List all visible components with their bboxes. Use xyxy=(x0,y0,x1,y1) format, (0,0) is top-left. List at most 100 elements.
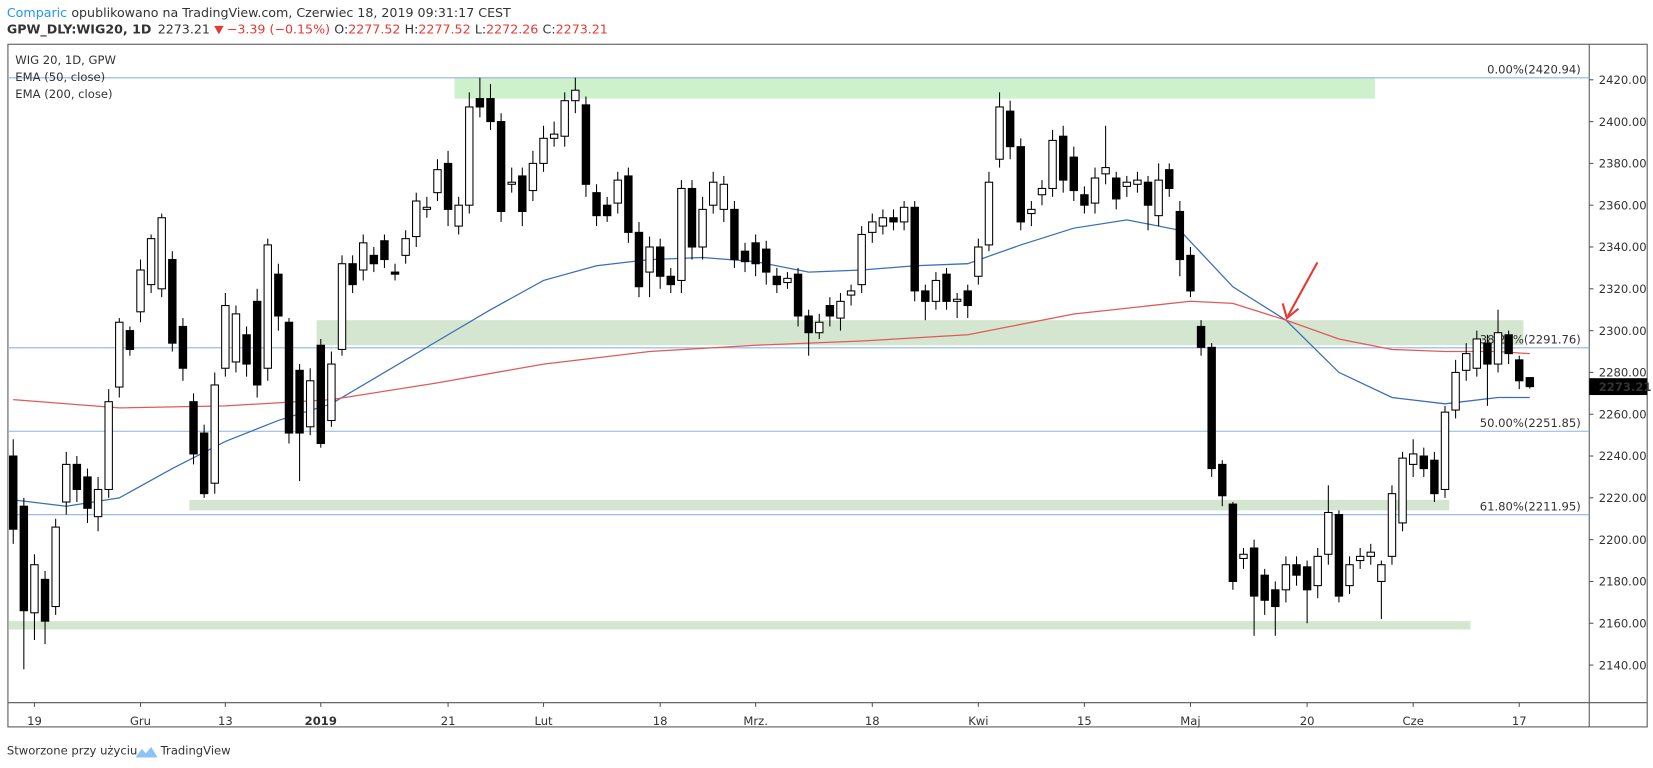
candle-body xyxy=(592,192,601,217)
x-tick-label: 13 xyxy=(218,714,233,728)
candle-body xyxy=(1133,179,1142,185)
fib-label: 61.80%(2211.95) xyxy=(1480,499,1581,513)
candle-body xyxy=(1112,177,1121,200)
candle-body xyxy=(252,300,262,386)
candle-body xyxy=(878,217,888,227)
candle-body xyxy=(168,259,177,344)
candle-body xyxy=(846,290,856,296)
candle-body xyxy=(740,250,750,263)
annotation-arrow xyxy=(1281,261,1319,320)
candle-body xyxy=(1504,334,1513,355)
candle-body xyxy=(1419,455,1428,470)
candle-body xyxy=(857,233,866,286)
candle-body xyxy=(921,290,930,302)
candle-body xyxy=(1069,156,1079,192)
candle-body xyxy=(963,290,972,307)
x-tick-label: 20 xyxy=(1300,714,1315,728)
x-tick-label: 21 xyxy=(441,714,456,728)
candle-body xyxy=(1005,110,1015,148)
candle-body xyxy=(93,488,103,518)
candle-body xyxy=(83,476,92,509)
x-tick-label: 19 xyxy=(27,714,42,728)
candle-body xyxy=(146,238,156,286)
candle-body xyxy=(730,208,739,261)
candle-body xyxy=(305,380,315,428)
candle-body xyxy=(698,208,707,248)
candle-body xyxy=(942,273,951,302)
published: opublikowano na TradingView.com, Czerwie… xyxy=(71,5,511,20)
logo xyxy=(135,746,158,758)
candle-body xyxy=(1218,463,1227,497)
candle-body xyxy=(327,363,336,422)
last-price-box xyxy=(1589,378,1648,396)
candle-body xyxy=(30,564,39,614)
candle-body xyxy=(1515,359,1524,382)
y-tick-label: 2220.00 xyxy=(1599,491,1647,505)
candle-body xyxy=(751,242,760,265)
candle-body xyxy=(1175,210,1185,261)
last-price-label: 2273.21 xyxy=(1599,380,1652,394)
ohlc-value: 2277.52 xyxy=(418,22,470,37)
x-tick-label: Gru xyxy=(130,714,151,728)
plot: 2140.00 2160.00 2180.00 2200.00 2220.00 2240.… xyxy=(7,63,1652,728)
y-tick-label: 2320.00 xyxy=(1599,282,1647,296)
candle-body xyxy=(677,187,686,281)
candle-body xyxy=(571,89,580,102)
ema-line xyxy=(13,219,1530,507)
candle-body xyxy=(1048,139,1057,190)
arrow-shaft xyxy=(1287,261,1319,317)
candle-body xyxy=(793,273,803,317)
candle-body xyxy=(1324,511,1333,555)
ohlc-value: 2273.21 xyxy=(556,22,608,37)
candle-body xyxy=(762,248,771,273)
candle-body xyxy=(178,325,188,369)
candle-body xyxy=(1472,338,1482,369)
x-tick-label: Maj xyxy=(1180,714,1200,728)
candle-body xyxy=(1101,167,1110,175)
candle-body xyxy=(454,204,463,227)
candle-body xyxy=(910,206,919,292)
candle-body xyxy=(72,463,82,491)
candle-body xyxy=(836,300,845,319)
zone xyxy=(454,77,1375,99)
fib-label: 0.00%(2420.94) xyxy=(1487,63,1581,77)
candle-body xyxy=(1493,332,1503,365)
ohlc-label: L: xyxy=(475,22,486,37)
candle-body xyxy=(708,181,718,206)
zone xyxy=(189,499,1450,511)
candle-body xyxy=(666,275,675,286)
y-tick-label: 2200.00 xyxy=(1599,533,1647,547)
candle-body xyxy=(51,526,60,608)
candle-body xyxy=(825,305,835,317)
candle-body xyxy=(1239,553,1248,559)
candle-body xyxy=(199,432,209,495)
candle-body xyxy=(1355,555,1365,562)
candle-body xyxy=(719,183,729,210)
candle-body xyxy=(1483,342,1492,365)
ohlc-value: 2272.26 xyxy=(486,22,538,37)
candle-body xyxy=(868,221,877,233)
candle-body xyxy=(1260,574,1269,601)
x-tick-label: Mrz. xyxy=(743,714,768,728)
y-tick-label: 2280.00 xyxy=(1599,366,1647,380)
candle-body xyxy=(1440,411,1450,491)
candle-body xyxy=(189,401,198,455)
candle-body xyxy=(1430,459,1439,495)
candle-body xyxy=(1207,346,1216,470)
candle-body xyxy=(581,104,591,185)
x-tick-label: 17 xyxy=(1512,714,1527,728)
candle-body xyxy=(125,330,135,350)
candle-body xyxy=(443,162,453,210)
ohlc-value: 2277.52 xyxy=(348,22,400,37)
change: −3.39 (−0.15%) xyxy=(227,22,330,37)
candle-body xyxy=(1345,564,1354,587)
candle-body xyxy=(1154,179,1163,217)
footer-brand: TradingView xyxy=(160,743,231,757)
last-price: 2273.21 xyxy=(158,22,210,37)
candle-body xyxy=(496,121,506,212)
candle-body xyxy=(9,455,18,530)
candle-body xyxy=(1398,457,1407,524)
candle-body xyxy=(518,175,527,212)
candle-body xyxy=(815,321,824,334)
zone xyxy=(316,320,1524,346)
